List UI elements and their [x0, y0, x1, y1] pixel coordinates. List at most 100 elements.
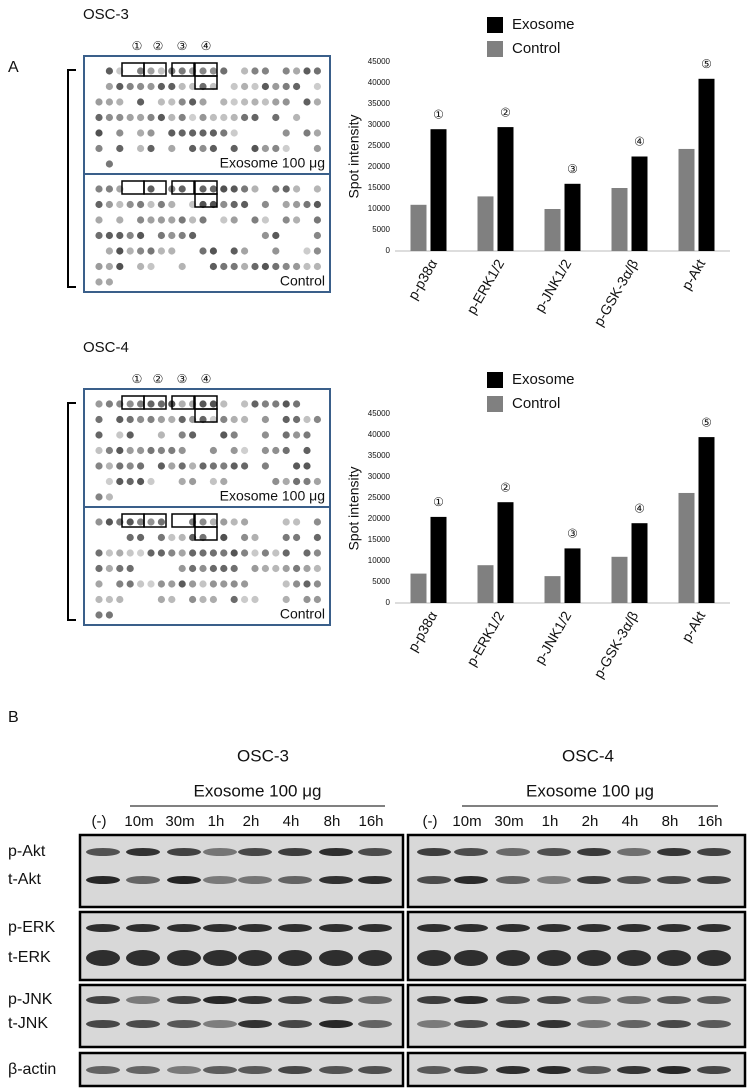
array-spot: [126, 113, 134, 122]
array-spot: [293, 400, 301, 408]
bar: [564, 548, 581, 603]
array-spot: [251, 595, 259, 604]
array-spot: [105, 278, 113, 286]
array-spot: [220, 477, 228, 486]
array-spot: [303, 98, 311, 106]
array-spot: [282, 216, 290, 224]
array-spot: [209, 262, 217, 271]
array-spot: [230, 549, 238, 557]
array-spot: [126, 549, 134, 557]
array-spot: [105, 595, 113, 604]
array-spot: [95, 216, 103, 224]
array-spot: [178, 564, 186, 573]
array-spot: [199, 549, 207, 557]
array-spot: [157, 113, 165, 122]
legend-swatch: [487, 372, 503, 388]
array-spot: [251, 533, 259, 542]
band: [358, 848, 392, 856]
array-spot: [251, 400, 259, 408]
bar: [497, 502, 514, 603]
cell-line-label: OSC-3: [237, 746, 289, 765]
array-spot: [147, 580, 155, 588]
array-spot: [137, 129, 145, 137]
array-spot: [95, 98, 103, 106]
array-spot: [137, 144, 145, 153]
array-spot: [230, 518, 238, 526]
band: [319, 876, 353, 884]
array-spot: [178, 431, 186, 439]
array-spot: [168, 595, 176, 604]
array-spot: [313, 415, 321, 424]
array-spot: [282, 431, 290, 439]
array-spot: [137, 533, 145, 542]
array-spot: [199, 595, 207, 604]
x-tick-label: p-JNK1/2: [531, 256, 574, 315]
array-spot: [303, 67, 311, 75]
marker-box: [194, 75, 218, 90]
lane-label: 16h: [358, 813, 383, 830]
array-spot: [95, 549, 103, 557]
band: [577, 924, 611, 932]
array-spot: [272, 113, 280, 122]
lane-label: 10m: [124, 813, 153, 830]
band: [537, 876, 571, 884]
array-spot: [105, 247, 113, 255]
y-tick-label: 10000: [368, 204, 391, 213]
array-spot: [126, 446, 134, 455]
legend-label: Control: [512, 40, 560, 57]
array-spot: [168, 200, 176, 209]
marker-label: ②: [153, 372, 164, 386]
array-spot: [230, 415, 238, 424]
array-spot: [251, 113, 259, 122]
blot-bg: [80, 912, 403, 980]
marker-label: ④: [201, 372, 212, 386]
lane-label: 8h: [324, 813, 341, 830]
array-spot: [116, 446, 124, 455]
array-spot: [95, 200, 103, 209]
array-spot: [209, 580, 217, 588]
array-spot: [95, 262, 103, 271]
array-spot: [157, 200, 165, 209]
band: [657, 1066, 691, 1074]
band: [496, 848, 530, 856]
array-spot: [168, 533, 176, 542]
array-spot: [178, 415, 186, 424]
bar-annotation: ④: [634, 135, 645, 149]
blot-frame: [406, 910, 747, 982]
row-label: t-JNK: [8, 1015, 48, 1032]
array-spot: [209, 518, 217, 526]
legend-label: Exosome: [512, 16, 575, 33]
blot-frame: [78, 1051, 405, 1088]
array-spot: [199, 518, 207, 526]
array-spot: [293, 518, 301, 526]
array-spot: [209, 247, 217, 255]
band: [537, 1066, 571, 1074]
array-spot: [282, 82, 290, 91]
array-spot: [105, 185, 113, 193]
row-label: p-Akt: [8, 843, 46, 860]
array-spot: [261, 400, 269, 408]
treatment-label: Exosome 100 μg: [526, 781, 654, 800]
array-spot: [199, 216, 207, 224]
array-spot: [95, 400, 103, 408]
lane-label: 1h: [208, 813, 225, 830]
row-label: p-ERK: [8, 919, 55, 936]
lane-label: 30m: [165, 813, 194, 830]
array-spot: [199, 129, 207, 137]
array-spot: [303, 446, 311, 455]
row-label: p-JNK: [8, 991, 53, 1008]
array-spot: [157, 216, 165, 224]
band: [126, 996, 160, 1004]
array-spot: [303, 549, 311, 557]
array-spot: [251, 262, 259, 271]
band: [319, 924, 353, 932]
band: [454, 924, 488, 932]
array-spot: [178, 129, 186, 137]
array-spot: [116, 595, 124, 604]
band: [126, 848, 160, 856]
y-tick-label: 20000: [368, 162, 391, 171]
array-spot: [220, 415, 228, 424]
array-spot: [95, 595, 103, 604]
array-spot: [282, 564, 290, 573]
array-spot: [137, 446, 145, 455]
